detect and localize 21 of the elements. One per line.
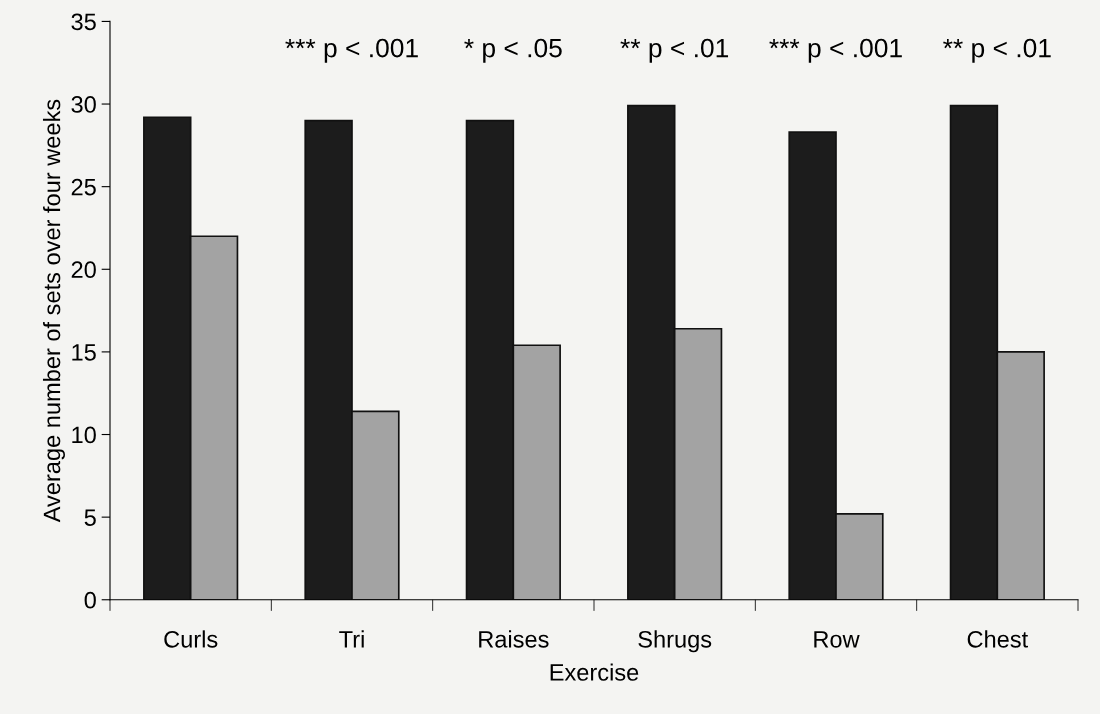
y-axis-title: Average number of sets over four weeks	[42, 99, 65, 523]
x-tick-label: Raises	[479, 630, 549, 648]
x-tick-label: Chest	[967, 630, 1028, 648]
y-tick-label: 25	[71, 178, 96, 196]
y-tick-label: 5	[84, 509, 96, 526]
x-tick-label: Curls	[164, 630, 218, 648]
y-tick-label: 0	[84, 591, 96, 609]
x-tick-label: Shrugs	[638, 630, 712, 653]
y-tick-label: 20	[71, 261, 96, 279]
annotation: *** p < .001	[769, 38, 902, 63]
y-tick-label: 35	[71, 13, 96, 31]
annotation: * p < .05	[464, 38, 562, 63]
annotation: ** p < .01	[943, 38, 1051, 63]
y-tick-label: 10	[72, 426, 96, 444]
x-tick-label: Tri	[339, 630, 364, 648]
annotation: *** p < .001	[285, 38, 418, 63]
annotation: ** p < .01	[620, 38, 729, 63]
y-tick-label: 30	[71, 96, 96, 113]
x-axis-title: Exercise	[550, 663, 639, 681]
y-tick-label: 15	[72, 344, 96, 361]
x-tick-label: Row	[814, 631, 860, 648]
